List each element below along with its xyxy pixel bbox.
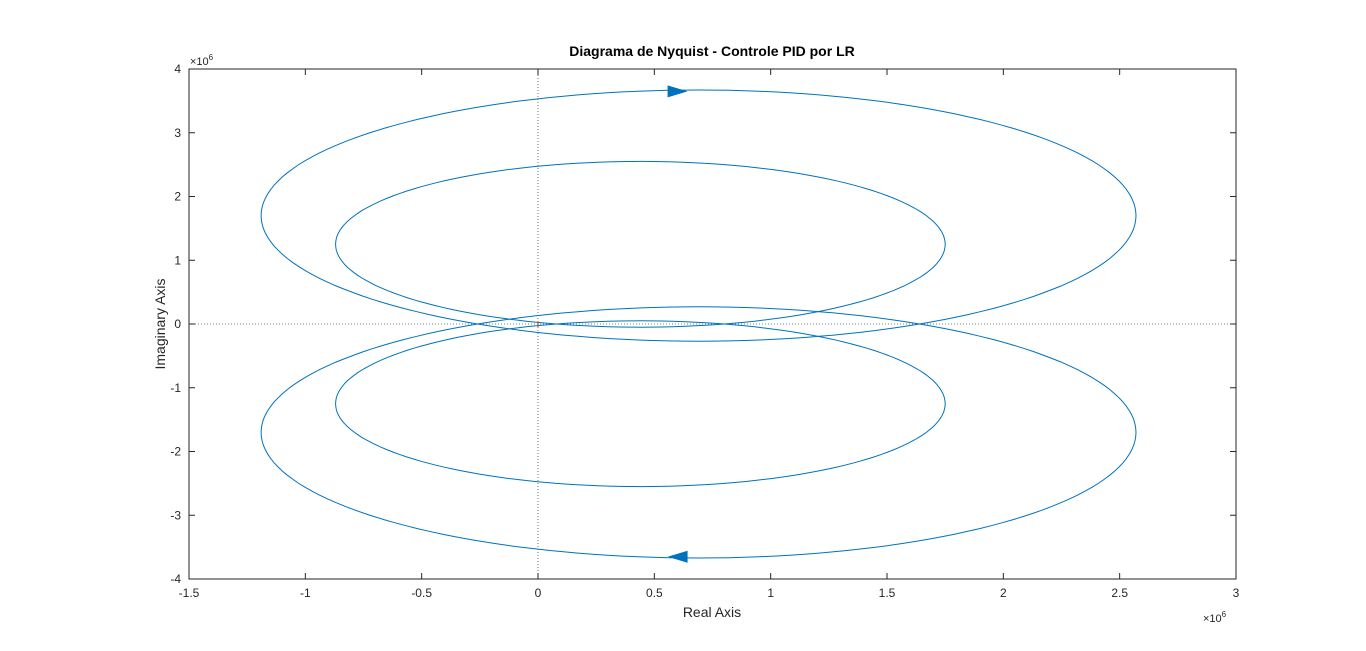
x-tick-label: -1 <box>300 586 311 600</box>
y-tick-label: -4 <box>170 572 181 586</box>
x-tick-label: 2.5 <box>1111 586 1128 600</box>
x-tick-label: 1.5 <box>879 586 896 600</box>
direction-arrows <box>667 85 688 563</box>
x-exponent-base: ×10 <box>1203 613 1222 625</box>
y-tick-label: 4 <box>174 62 181 76</box>
x-tick-label: 0 <box>535 586 542 600</box>
x-tick-label: -1.5 <box>179 586 200 600</box>
nyquist-inner-loop-lower <box>335 320 946 488</box>
y-tick-label: -2 <box>170 445 181 459</box>
direction-arrow-left <box>667 550 688 563</box>
chart-title: Diagrama de Nyquist - Controle PID por L… <box>569 43 854 59</box>
x-tick-label: 0.5 <box>646 586 663 600</box>
direction-arrow-right <box>667 85 688 98</box>
y-tick-label: -3 <box>170 508 181 522</box>
y-tick-label: 1 <box>174 253 181 267</box>
y-tick-label: -1 <box>170 381 181 395</box>
x-exponent-power: 6 <box>1222 610 1227 619</box>
x-tick-label: 3 <box>1233 586 1240 600</box>
y-exponent-label: ×106 <box>190 53 214 68</box>
nyquist-inner-loop-upper <box>335 160 946 328</box>
y-tick-label: 2 <box>174 190 181 204</box>
x-axis-label: Real Axis <box>683 604 741 620</box>
y-tick-label: 3 <box>174 126 181 140</box>
nyquist-outer-loop-lower <box>260 306 1137 559</box>
y-tick-label: 0 <box>174 317 181 331</box>
plot-background <box>189 69 1236 579</box>
nyquist-outer-loop-upper <box>260 89 1137 342</box>
y-exponent-base: ×10 <box>190 56 209 68</box>
y-axis-label: Imaginary Axis <box>152 278 168 369</box>
x-exponent-label: ×106 <box>1203 610 1227 625</box>
x-tick-label: 1 <box>767 586 774 600</box>
x-tick-label: 2 <box>1000 586 1007 600</box>
x-tick-label: -0.5 <box>411 586 432 600</box>
axis-ticks: -1.5 -1 -0.5 0 0.5 1 1.5 2 2.5 3 -4 -3 -2 -1 0 1 2 3 4 <box>170 62 1239 600</box>
y-exponent-power: 6 <box>209 53 214 62</box>
nyquist-curves <box>260 89 1137 559</box>
